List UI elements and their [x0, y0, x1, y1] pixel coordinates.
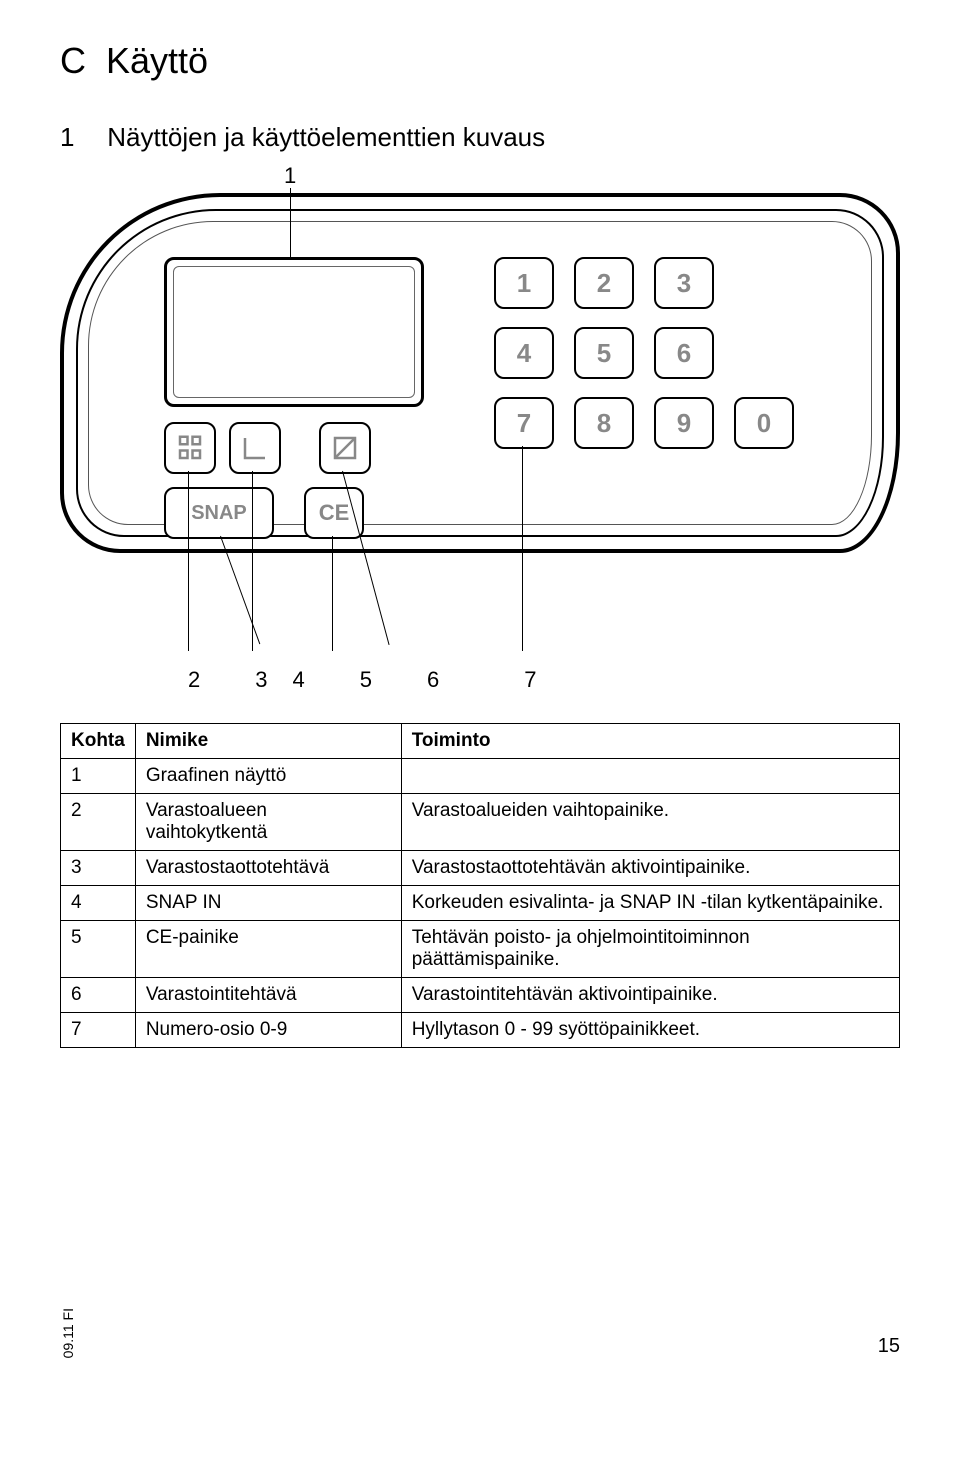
cell-toiminto: Varastostaottotehtävän aktivointipainike… [401, 851, 899, 886]
callout-3: 3 [255, 667, 267, 693]
cell-kohta: 3 [61, 851, 136, 886]
callout-5: 5 [360, 667, 372, 693]
keypad-3[interactable]: 3 [654, 257, 714, 309]
th-kohta: Kohta [61, 724, 136, 759]
table-row: 4 SNAP IN Korkeuden esivalinta- ja SNAP … [61, 886, 900, 921]
revision-label: 09.11 FI [60, 1308, 76, 1358]
cell-nimike: Varastoalueen vaihtokytkentä [135, 794, 401, 851]
lead-2 [188, 471, 189, 651]
keypad-7[interactable]: 7 [494, 397, 554, 449]
panel-outline: 1 2 3 4 5 6 7 8 9 0 SNAP CE [60, 193, 900, 553]
cell-kohta: 4 [61, 886, 136, 921]
keypad-2[interactable]: 2 [574, 257, 634, 309]
cell-toiminto: Hyllytason 0 - 99 syöttöpainikkeet. [401, 1013, 899, 1048]
cell-nimike: Graafinen näyttö [135, 759, 401, 794]
keypad-4[interactable]: 4 [494, 327, 554, 379]
lead-7 [522, 446, 523, 651]
cell-nimike: CE-painike [135, 921, 401, 978]
th-nimike: Nimike [135, 724, 401, 759]
cell-kohta: 2 [61, 794, 136, 851]
ce-key[interactable]: CE [304, 487, 364, 539]
table-row: 5 CE-painike Tehtävän poisto- ja ohjelmo… [61, 921, 900, 978]
cell-toiminto [401, 759, 899, 794]
keypad-9[interactable]: 9 [654, 397, 714, 449]
callout-6: 6 [427, 667, 439, 693]
table-row: 6 Varastointitehtävä Varastointitehtävän… [61, 978, 900, 1013]
cell-kohta: 7 [61, 1013, 136, 1048]
cell-nimike: Varastointitehtävä [135, 978, 401, 1013]
out-icon [240, 433, 270, 463]
cell-toiminto: Varastoalueiden vaihtopainike. [401, 794, 899, 851]
control-panel-diagram: 1 2 3 4 5 6 7 8 9 0 SNAP CE 1 2 3 [60, 193, 900, 693]
subsection-header: 1 Näyttöjen ja käyttöelementtien kuvaus [60, 122, 900, 153]
snap-key[interactable]: SNAP [164, 487, 274, 539]
callout-2: 2 [188, 667, 200, 693]
lead-5 [332, 536, 333, 651]
zone-switch-key[interactable] [164, 422, 216, 474]
page-number: 15 [878, 1335, 900, 1358]
lead-1 [290, 188, 291, 258]
subsection-number: 1 [60, 122, 100, 153]
callouts-bottom: 2 3 4 5 6 7 [60, 667, 900, 693]
section-title: Käyttö [106, 40, 208, 81]
in-icon [330, 433, 360, 463]
retrieval-task-key[interactable] [229, 422, 281, 474]
keypad-1[interactable]: 1 [494, 257, 554, 309]
subsection-title: Näyttöjen ja käyttöelementtien kuvaus [107, 122, 545, 152]
callout-4: 4 [293, 667, 305, 693]
table-row: 7 Numero-osio 0-9 Hyllytason 0 - 99 syöt… [61, 1013, 900, 1048]
cell-nimike: SNAP IN [135, 886, 401, 921]
keypad-6[interactable]: 6 [654, 327, 714, 379]
cell-kohta: 1 [61, 759, 136, 794]
callout-1: 1 [284, 163, 296, 189]
section-letter: C [60, 40, 86, 81]
callout-7: 7 [524, 667, 536, 693]
cell-toiminto: Varastointitehtävän aktivointipainike. [401, 978, 899, 1013]
cell-toiminto: Tehtävän poisto- ja ohjelmointitoiminnon… [401, 921, 899, 978]
table-row: 2 Varastoalueen vaihtokytkentä Varastoal… [61, 794, 900, 851]
table-row: 1 Graafinen näyttö [61, 759, 900, 794]
cell-nimike: Numero-osio 0-9 [135, 1013, 401, 1048]
cell-toiminto: Korkeuden esivalinta- ja SNAP IN -tilan … [401, 886, 899, 921]
display-screen-inner [173, 266, 415, 398]
description-table: Kohta Nimike Toiminto 1 Graafinen näyttö… [60, 723, 900, 1048]
keypad-5[interactable]: 5 [574, 327, 634, 379]
page-footer: 09.11 FI 15 [60, 1308, 900, 1358]
table-row: 3 Varastostaottotehtävä Varastostaottote… [61, 851, 900, 886]
shelves-icon [175, 433, 205, 463]
section-header: C Käyttö [60, 40, 900, 82]
cell-kohta: 6 [61, 978, 136, 1013]
keypad-8[interactable]: 8 [574, 397, 634, 449]
cell-kohta: 5 [61, 921, 136, 978]
cell-nimike: Varastostaottotehtävä [135, 851, 401, 886]
display-screen [164, 257, 424, 407]
th-toiminto: Toiminto [401, 724, 899, 759]
keypad-0[interactable]: 0 [734, 397, 794, 449]
table-body: 1 Graafinen näyttö 2 Varastoalueen vaiht… [61, 759, 900, 1048]
storage-task-key[interactable] [319, 422, 371, 474]
